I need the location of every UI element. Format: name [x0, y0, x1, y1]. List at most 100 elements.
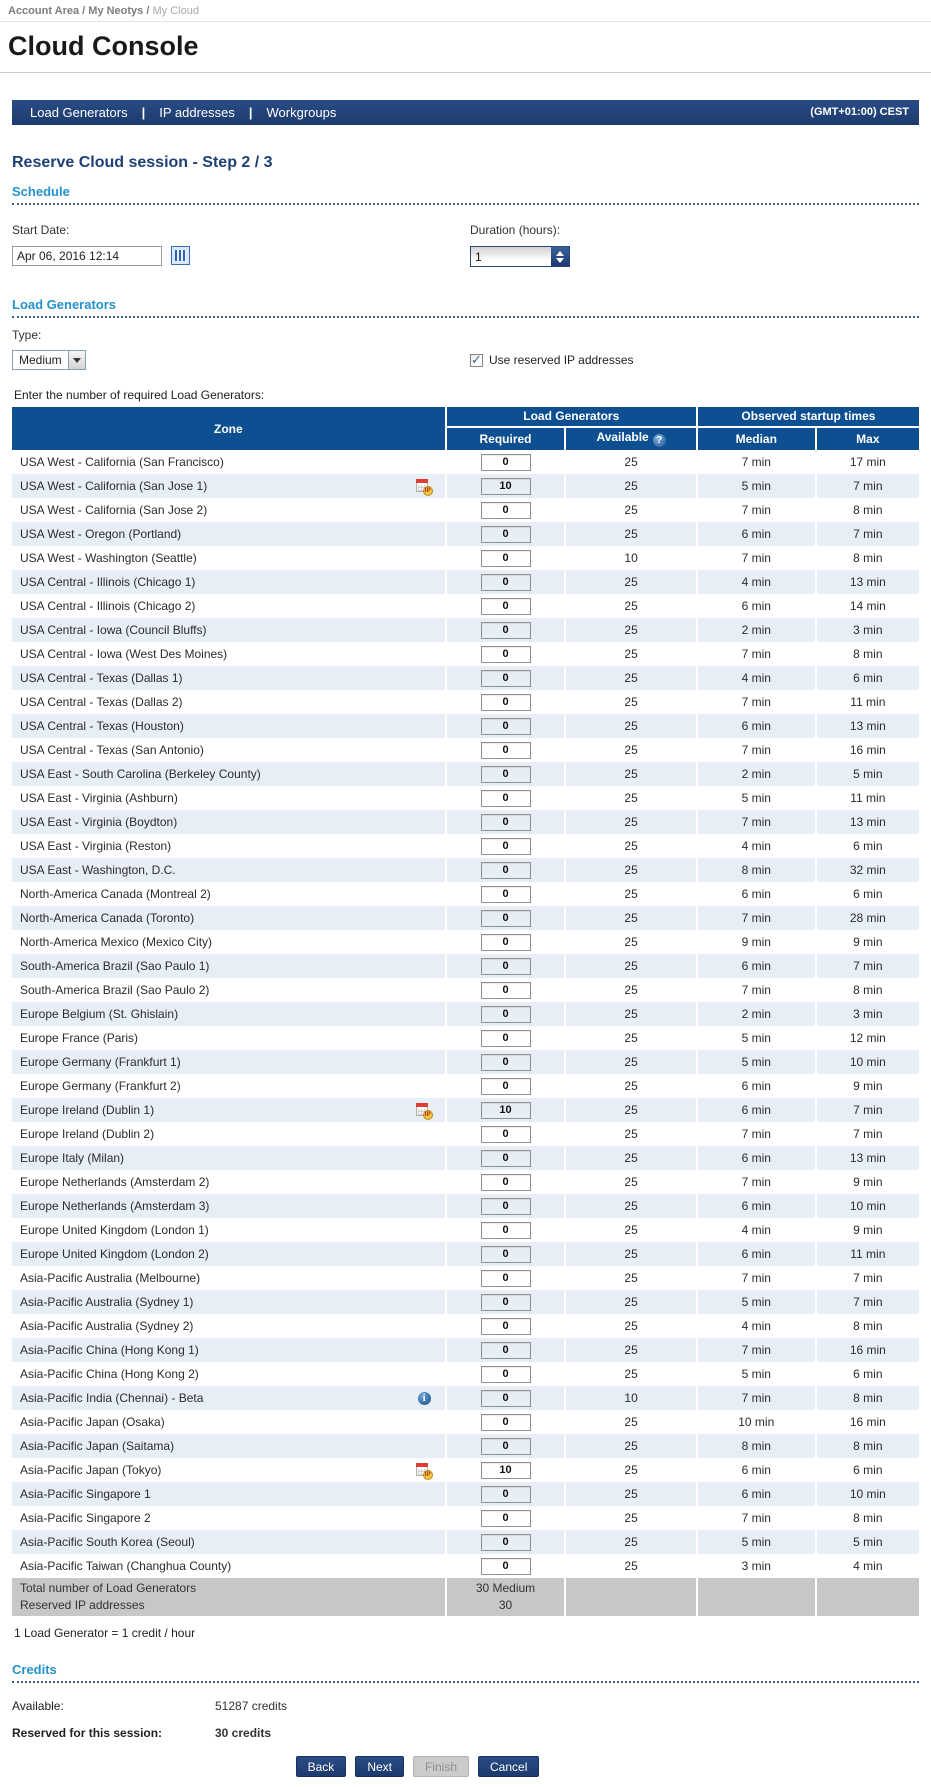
available-count: 25: [564, 1122, 696, 1146]
max-startup-time: 9 min: [814, 1218, 919, 1242]
required-input[interactable]: [480, 1053, 531, 1071]
zone-name: Europe United Kingdom (London 1): [20, 1223, 209, 1237]
required-input[interactable]: [480, 1197, 531, 1215]
required-input[interactable]: [480, 1437, 531, 1455]
required-input[interactable]: [480, 501, 531, 519]
cancel-button[interactable]: Cancel: [478, 1756, 540, 1777]
required-input[interactable]: [480, 1317, 531, 1335]
required-input[interactable]: [480, 597, 531, 615]
back-button[interactable]: Back: [295, 1756, 347, 1777]
required-input[interactable]: [480, 525, 531, 543]
required-input[interactable]: [480, 717, 531, 735]
available-count: 25: [564, 762, 696, 786]
required-input[interactable]: [480, 957, 531, 975]
required-input[interactable]: [480, 1557, 531, 1575]
required-input[interactable]: [480, 789, 531, 807]
type-label: Type:: [12, 328, 42, 342]
required-input[interactable]: [480, 933, 531, 951]
required-input[interactable]: [480, 765, 531, 783]
breadcrumb-separator: [143, 5, 152, 17]
required-input[interactable]: [480, 573, 531, 591]
median-startup-time: 7 min: [695, 1122, 815, 1146]
required-input[interactable]: [480, 1485, 531, 1503]
zone-cell: Asia-Pacific Singapore 2: [12, 1506, 445, 1530]
required-input[interactable]: [480, 1509, 531, 1527]
start-date-input[interactable]: [12, 246, 162, 266]
available-count: 25: [564, 1506, 696, 1530]
zone-cell: USA East - Virginia (Reston): [12, 834, 445, 858]
zone-row: Europe France (Paris) 25 5 min 12 min: [12, 1026, 919, 1050]
type-select[interactable]: Medium: [12, 350, 86, 370]
zone-cell: North-America Mexico (Mexico City): [12, 930, 445, 954]
zone-row: Asia-Pacific Singapore 2 25 7 min 8 min: [12, 1506, 919, 1530]
available-count: 25: [564, 1410, 696, 1434]
breadcrumb-item-my-neotys[interactable]: My Neotys: [88, 5, 144, 17]
required-input[interactable]: [480, 1149, 531, 1167]
required-input[interactable]: [480, 1365, 531, 1383]
required-input[interactable]: [480, 1461, 531, 1479]
max-startup-time: 6 min: [814, 1458, 919, 1482]
totals-value-line1: 30 Medium: [475, 1581, 536, 1595]
reserved-ip-calendar-icon: IP: [415, 1462, 433, 1480]
required-input[interactable]: [480, 453, 531, 471]
required-input[interactable]: [480, 1221, 531, 1239]
required-input[interactable]: [480, 837, 531, 855]
next-button[interactable]: Next: [355, 1756, 404, 1777]
nav-item-load-generators[interactable]: Load Generators: [30, 105, 128, 120]
required-input[interactable]: [480, 1389, 531, 1407]
required-input[interactable]: [480, 693, 531, 711]
date-picker-button[interactable]: [171, 246, 191, 265]
required-input[interactable]: [480, 1245, 531, 1263]
required-input[interactable]: [480, 861, 531, 879]
zone-name: Asia-Pacific Japan (Saitama): [20, 1439, 175, 1453]
zone-cell: Europe Germany (Frankfurt 1): [12, 1050, 445, 1074]
zone-row: Asia-Pacific Japan (Osaka) 25 10 min 16 …: [12, 1410, 919, 1434]
required-input[interactable]: [480, 669, 531, 687]
duration-spinner-buttons[interactable]: [551, 247, 569, 266]
required-input[interactable]: [480, 1077, 531, 1095]
zone-cell: Europe Germany (Frankfurt 2): [12, 1074, 445, 1098]
zone-cell: Europe Ireland (Dublin 1) IP: [12, 1098, 445, 1122]
max-startup-time: 6 min: [814, 882, 919, 906]
zone-row: North-America Mexico (Mexico City) 25 9 …: [12, 930, 919, 954]
zone-name: USA East - Virginia (Ashburn): [20, 791, 178, 805]
breadcrumb-item-account-area[interactable]: Account Area: [8, 5, 80, 17]
zone-name: Asia-Pacific Australia (Sydney 1): [20, 1295, 194, 1309]
required-input[interactable]: [480, 1101, 531, 1119]
available-count: 10: [564, 1386, 696, 1410]
required-input[interactable]: [480, 981, 531, 999]
required-input[interactable]: [480, 1533, 531, 1551]
required-input[interactable]: [480, 885, 531, 903]
nav-item-ip-addresses[interactable]: IP addresses: [159, 105, 235, 120]
credits-available-label: Available:: [12, 1699, 64, 1713]
required-input[interactable]: [480, 1173, 531, 1191]
required-input[interactable]: [480, 1029, 531, 1047]
zone-name: USA East - Virginia (Reston): [20, 839, 172, 853]
required-input[interactable]: [480, 741, 531, 759]
required-input[interactable]: [480, 477, 531, 495]
use-reserved-ip-checkbox[interactable]: [470, 352, 483, 368]
duration-input[interactable]: [471, 247, 551, 266]
required-input[interactable]: [480, 1413, 531, 1431]
max-startup-time: 3 min: [814, 618, 919, 642]
info-icon[interactable]: i: [417, 1391, 431, 1405]
required-input[interactable]: [480, 1005, 531, 1023]
nav-item-workgroups[interactable]: Workgroups: [266, 105, 337, 120]
zone-row: Europe Netherlands (Amsterdam 2) 25 7 mi…: [12, 1170, 919, 1194]
required-input[interactable]: [480, 813, 531, 831]
duration-stepper: [470, 246, 570, 267]
required-input[interactable]: [480, 1125, 531, 1143]
required-input[interactable]: [480, 1293, 531, 1311]
max-startup-time: 7 min: [814, 1290, 919, 1314]
totals-label-cell: Total number of Load Generators Reserved…: [12, 1578, 445, 1616]
available-count: 25: [564, 1458, 696, 1482]
required-input[interactable]: [480, 645, 531, 663]
required-input[interactable]: [480, 549, 531, 567]
required-input[interactable]: [480, 909, 531, 927]
required-input[interactable]: [480, 621, 531, 639]
required-input[interactable]: [480, 1341, 531, 1359]
zone-row: North-America Canada (Toronto) 25 7 min …: [12, 906, 919, 930]
required-input[interactable]: [480, 1269, 531, 1287]
help-icon[interactable]: ?: [652, 434, 666, 448]
median-startup-time: 5 min: [695, 1026, 815, 1050]
